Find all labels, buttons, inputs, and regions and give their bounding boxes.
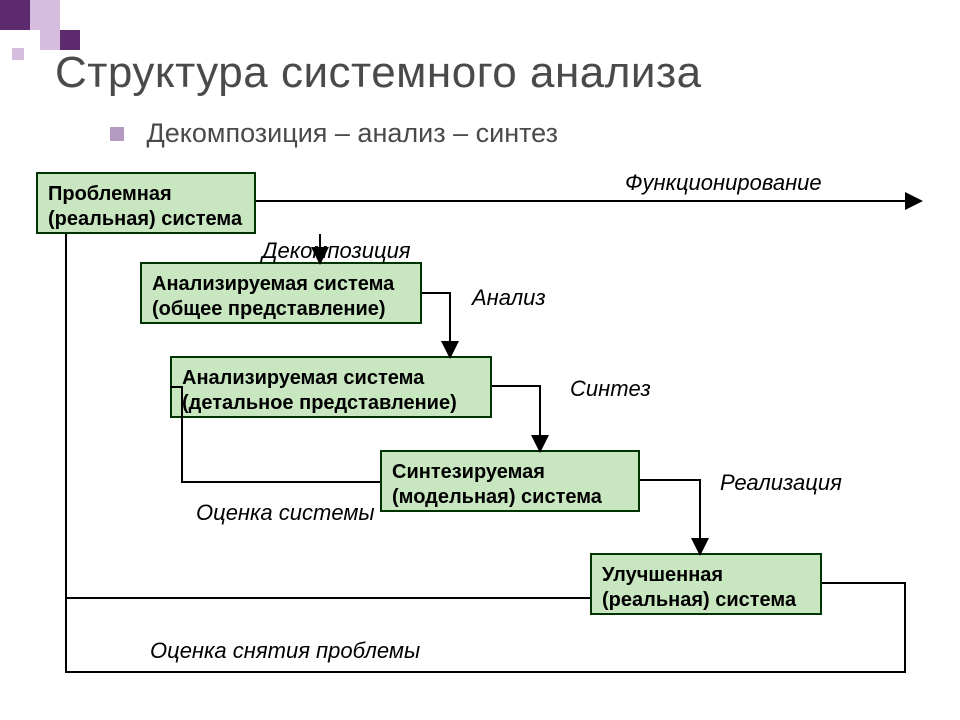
edge-label-l_dec: Декомпозиция	[262, 238, 411, 264]
node-line1: Улучшенная	[602, 563, 810, 588]
edge-label-l_eval: Оценка системы	[196, 500, 375, 526]
deco-square	[0, 0, 30, 30]
node-line2: (реальная) система	[48, 207, 244, 232]
edge-label-l_prob: Оценка снятия проблемы	[150, 638, 420, 664]
flow-node-n4: Синтезируемая(модельная) система	[380, 450, 640, 512]
subtitle-row: Декомпозиция – анализ – синтез	[110, 118, 558, 149]
node-line1: Анализируемая система	[182, 366, 480, 391]
node-line2: (реальная) система	[602, 588, 810, 613]
flow-node-n5: Улучшенная(реальная) система	[590, 553, 822, 615]
node-line1: Анализируемая система	[152, 272, 410, 297]
deco-square	[12, 48, 24, 60]
flow-node-n2: Анализируемая система(общее представлени…	[140, 262, 422, 324]
node-line2: (общее представление)	[152, 297, 410, 322]
node-line1: Синтезируемая	[392, 460, 628, 485]
deco-square	[40, 30, 60, 50]
edge-label-l_syn: Синтез	[570, 376, 651, 402]
node-line1: Проблемная	[48, 182, 244, 207]
page-title: Структура системного анализа	[55, 48, 702, 98]
bullet-square-icon	[110, 127, 124, 141]
arrow-a_an	[422, 293, 450, 356]
edge-label-l_real: Реализация	[720, 470, 842, 496]
arrow-a_real	[640, 480, 700, 553]
edge-label-l_an: Анализ	[472, 285, 546, 311]
flow-node-n3: Анализируемая система(детальное представ…	[170, 356, 492, 418]
deco-square	[60, 30, 80, 50]
title-text: Структура системного анализа	[55, 48, 702, 97]
deco-square	[30, 0, 60, 30]
subtitle-text: Декомпозиция – анализ – синтез	[146, 118, 558, 148]
edge-label-l_func: Функционирование	[625, 170, 822, 196]
arrow-a_syn	[492, 386, 540, 450]
flow-node-n1: Проблемная(реальная) система	[36, 172, 256, 234]
slide: { "canvas": { "w": 960, "h": 720, "bg": …	[0, 0, 960, 720]
node-line2: (детальное представление)	[182, 391, 480, 416]
node-line2: (модельная) система	[392, 485, 628, 510]
